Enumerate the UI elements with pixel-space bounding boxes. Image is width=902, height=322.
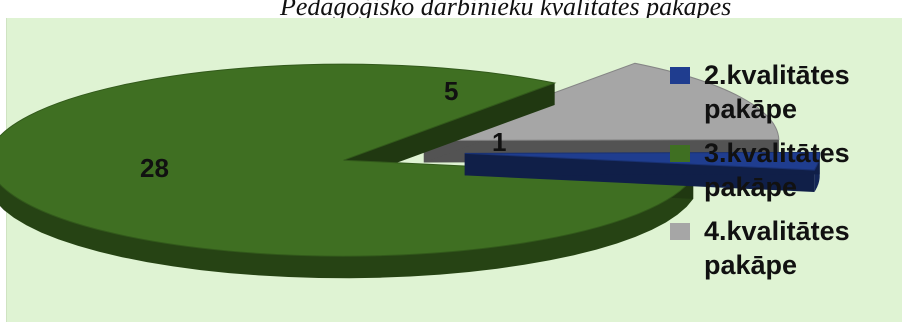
legend-item-3-kvalitates: 3.kvalitātes pakāpe xyxy=(668,136,898,204)
slice-top-1 xyxy=(0,63,695,257)
legend: 2.kvalitātes pakāpe 3.kvalitātes pakāpe … xyxy=(668,58,898,292)
data-label-4-kvalitates: 5 xyxy=(444,76,459,106)
legend-swatch-blue xyxy=(670,67,690,84)
legend-swatch-gray xyxy=(670,223,690,240)
legend-item-4-kvalitates: 4.kvalitātes pakāpe xyxy=(668,214,898,282)
legend-swatch-green xyxy=(670,145,690,162)
slice-wall-1-0 xyxy=(343,82,555,183)
legend-label: 4.kvalitātes pakāpe xyxy=(704,216,850,280)
pie-slice-0 xyxy=(464,151,821,193)
slice-top-0 xyxy=(464,151,821,171)
pie-slice-1 xyxy=(0,63,695,279)
chart-title: Pedagoģisko darbinieku kvalitātes pakāpe… xyxy=(280,0,732,21)
slice-top-2 xyxy=(423,62,780,141)
data-label-2-kvalitates: 1 xyxy=(492,127,507,157)
data-label-3-kvalitates: 28 xyxy=(140,153,169,183)
legend-item-2-kvalitates: 2.kvalitātes pakāpe xyxy=(668,58,898,126)
legend-label: 3.kvalitātes pakāpe xyxy=(704,138,850,202)
legend-label: 2.kvalitātes pakāpe xyxy=(704,60,850,124)
